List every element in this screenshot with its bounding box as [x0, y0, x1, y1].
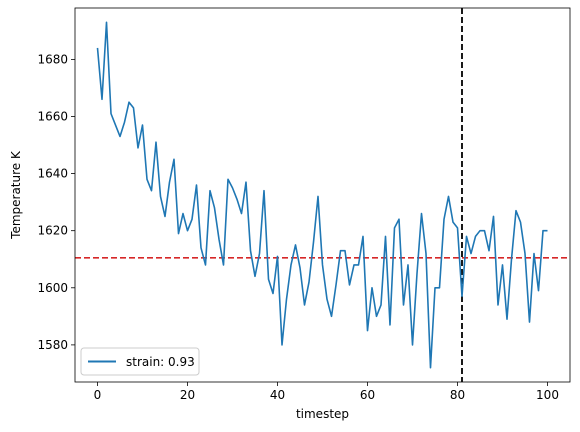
series-layer — [96, 21, 548, 369]
series-line — [96, 21, 548, 369]
y-tick-label: 1620 — [37, 224, 68, 238]
legend-label: strain: 0.93 — [126, 355, 195, 369]
y-tick-label: 1680 — [37, 52, 68, 66]
y-tick-label: 1640 — [37, 167, 68, 181]
y-axis-label: Temperature K — [9, 150, 23, 240]
x-tick-label: 80 — [450, 388, 465, 402]
x-tick-label: 0 — [94, 388, 102, 402]
plot-frame — [74, 7, 571, 383]
y-axis: 1580 1600 1620 1640 1660 1680 — [37, 52, 75, 352]
y-tick-label: 1600 — [37, 281, 68, 295]
legend-box — [80, 347, 200, 376]
x-tick-label: 40 — [270, 388, 285, 402]
x-axis-label: timestep — [296, 407, 349, 421]
x-tick-label: 20 — [180, 388, 195, 402]
y-tick-label: 1660 — [37, 109, 68, 123]
x-tick-label: 100 — [536, 388, 559, 402]
legend: strain: 0.93 — [80, 347, 200, 376]
x-tick-label: 60 — [360, 388, 375, 402]
x-axis: 0 20 40 60 80 100 — [94, 382, 559, 402]
y-tick-label: 1580 — [37, 338, 68, 352]
